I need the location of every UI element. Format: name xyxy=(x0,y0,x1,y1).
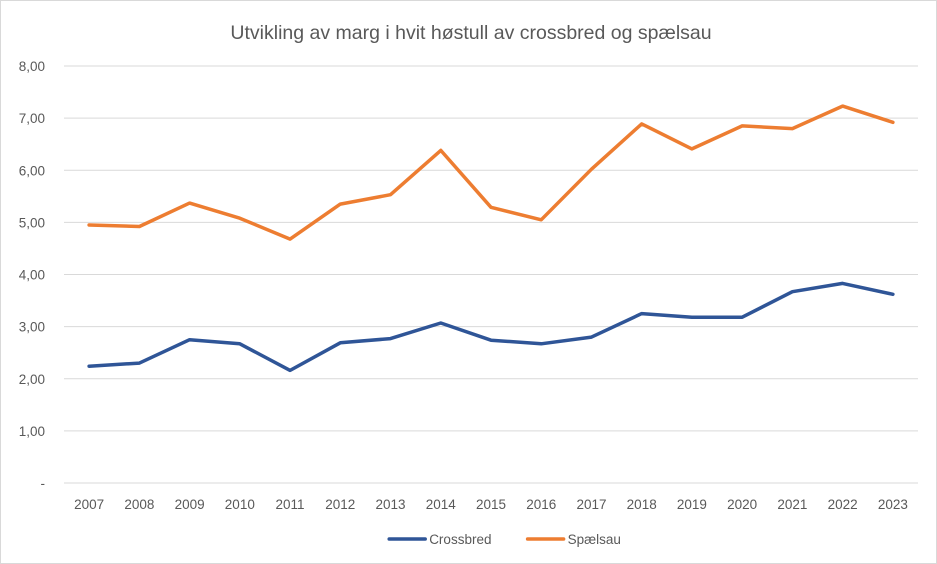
x-tick-label: 2018 xyxy=(627,497,657,512)
y-tick-label: 8,00 xyxy=(19,59,45,74)
x-tick-label: 2009 xyxy=(175,497,205,512)
x-tick-label: 2023 xyxy=(878,497,908,512)
x-tick-label: 2016 xyxy=(526,497,556,512)
y-tick-label: 6,00 xyxy=(19,163,45,178)
x-tick-label: 2014 xyxy=(426,497,457,512)
legend: Crossbred Spælsau xyxy=(387,532,621,547)
x-tick-label: 2008 xyxy=(124,497,154,512)
x-tick-label: 2010 xyxy=(225,497,255,512)
y-tick-label: 4,00 xyxy=(19,268,45,283)
x-tick-label: 2012 xyxy=(325,497,355,512)
x-tick-label: 2007 xyxy=(74,497,104,512)
series-line-crossbred xyxy=(87,281,895,373)
gridlines xyxy=(64,65,918,484)
y-tick-label: 1,00 xyxy=(19,424,45,439)
y-tick-label: 2,00 xyxy=(19,372,45,387)
x-tick-label: 2011 xyxy=(276,497,305,512)
y-tick-label: - xyxy=(41,476,46,491)
legend-label: Crossbred xyxy=(429,532,491,547)
x-tick-label: 2020 xyxy=(727,497,757,512)
x-axis-ticks: 2007 2008 2009 2010 2011 2012 2013 2014 2015 2016… xyxy=(74,497,908,512)
y-axis-ticks: - 1,00 2,00 3,00 4,00 5,00 6,00 7,00 8,00 xyxy=(19,59,45,491)
y-tick-label: 7,00 xyxy=(19,111,45,126)
series-line-spælsau xyxy=(87,104,895,241)
y-tick-label: 5,00 xyxy=(19,215,45,230)
legend-label: Spælsau xyxy=(568,532,621,547)
x-tick-label: 2019 xyxy=(677,497,707,512)
chart-title: Utvikling av marg i hvit høstull av cros… xyxy=(230,22,711,44)
y-tick-label: 3,00 xyxy=(19,320,45,335)
x-tick-label: 2017 xyxy=(576,497,606,512)
series-lines xyxy=(87,104,895,373)
x-tick-label: 2013 xyxy=(376,497,406,512)
x-tick-label: 2015 xyxy=(476,497,506,512)
x-tick-label: 2021 xyxy=(777,497,807,512)
x-tick-label: 2022 xyxy=(828,497,858,512)
